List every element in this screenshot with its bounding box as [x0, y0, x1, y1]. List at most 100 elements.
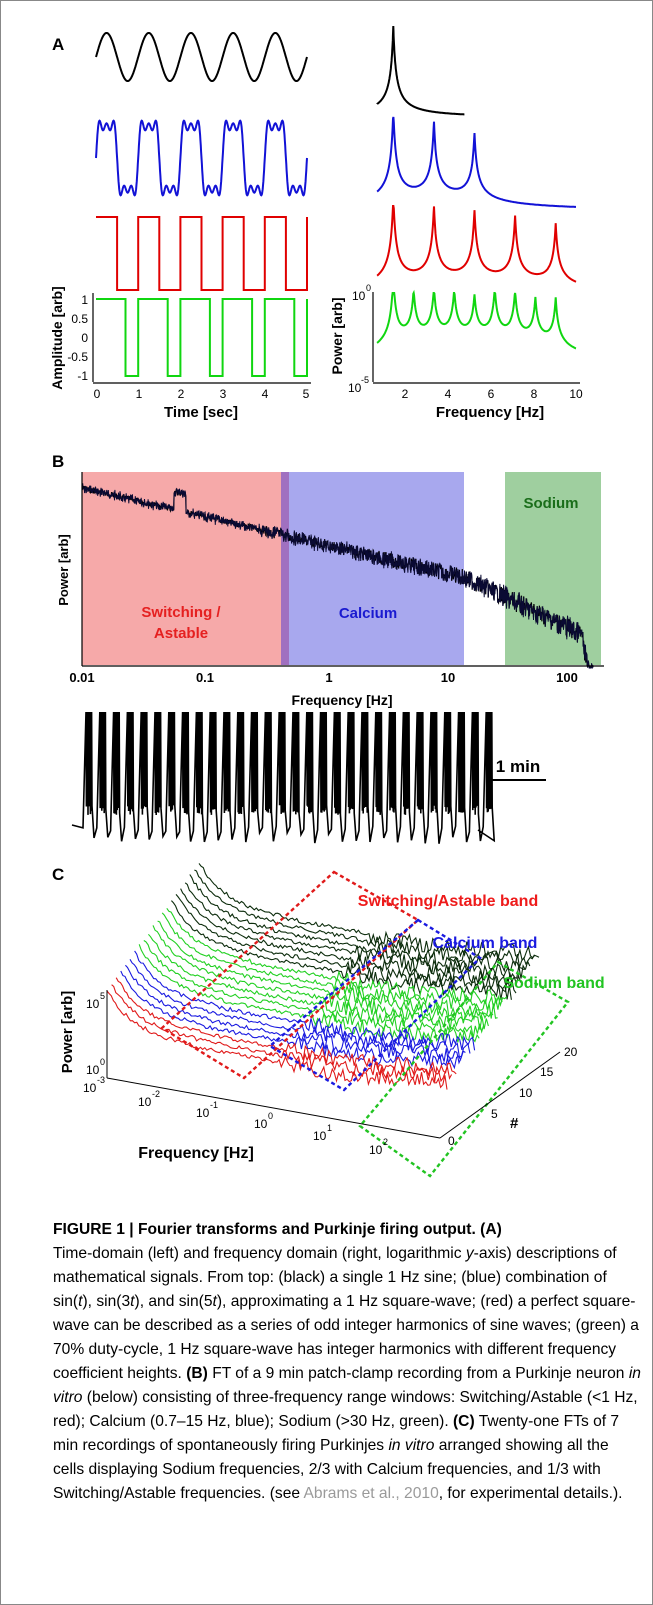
- waterfall-trace: [157, 920, 498, 1021]
- caption-a-text3: ), sin(3: [82, 1293, 131, 1310]
- c-count-label: #: [510, 1115, 519, 1132]
- time-tick: 5: [303, 387, 310, 401]
- caption-t: t: [130, 1293, 135, 1310]
- time-tick: 4: [262, 387, 269, 401]
- calcium-band-label: Calcium band: [433, 935, 538, 952]
- power-ticks: 10 0 10 -5: [348, 283, 371, 395]
- b-freq-tick: 1: [325, 670, 332, 685]
- red-spectrum: [376, 205, 577, 283]
- caption-a-text4: ), and sin(5: [134, 1293, 213, 1310]
- switching-label-2: Astable: [154, 625, 208, 642]
- amp-tick: 1: [81, 293, 88, 307]
- caption-in-vitro: in vitro: [388, 1437, 435, 1454]
- caption-y: y: [465, 1245, 474, 1262]
- waterfall-trace: [147, 933, 489, 1030]
- panel-b-label: B: [52, 452, 64, 471]
- waterfall-trace: [143, 940, 485, 1039]
- waterfall-trace: [125, 964, 466, 1065]
- c-frequency-axis: [106, 1077, 441, 1139]
- scale-bar-label: 1 min: [496, 757, 540, 776]
- freq-tick: 4: [445, 387, 452, 401]
- freq-tick: 6: [488, 387, 495, 401]
- c-freq-tick: 10: [83, 1081, 97, 1095]
- black-sine-trace: [95, 32, 308, 82]
- freq-tick: 8: [531, 387, 538, 401]
- power-axis-label: Power [arb]: [329, 297, 345, 374]
- amp-tick: -1: [77, 369, 88, 383]
- c-count-tick: 15: [540, 1065, 554, 1079]
- waterfall-trace: [138, 944, 480, 1043]
- waterfall-trace: [184, 882, 526, 981]
- time-ticks: 0 1 2 3 4 5: [94, 387, 310, 401]
- c-frequency-label: Frequency [Hz]: [138, 1145, 254, 1162]
- b-frequency-label: Frequency [Hz]: [291, 692, 392, 708]
- frequency-axis-label: Frequency [Hz]: [436, 404, 544, 421]
- green-spectrum: [376, 289, 577, 350]
- green-duty-cycle-trace: [96, 298, 308, 377]
- waterfall-trace: [175, 894, 517, 994]
- caption-b-text: FT of a 9 min patch-clamp recording from…: [207, 1365, 629, 1382]
- c-count-ticks: 0 5 10 15 20: [448, 1045, 578, 1148]
- time-tick: 1: [136, 387, 143, 401]
- b-freq-tick: 10: [441, 670, 455, 685]
- waterfall-trace: [189, 874, 531, 973]
- sodium-band-box: [358, 960, 570, 1178]
- switching-band-box: [160, 870, 421, 1080]
- c-power-tick-exp: 0: [100, 1057, 105, 1067]
- caption-t: t: [78, 1293, 83, 1310]
- c-count-tick: 10: [519, 1086, 533, 1100]
- amp-tick: 0: [81, 331, 88, 345]
- black-spectrum: [376, 26, 465, 116]
- figure-caption: FIGURE 1 | Fourier transforms and Purkin…: [53, 1218, 643, 1506]
- power-bottom-tick: 10: [348, 381, 362, 395]
- amp-tick: 0.5: [71, 312, 88, 326]
- panel-c-label: C: [52, 865, 64, 884]
- caption-c-text2: arranged showing all the cells displayin…: [53, 1437, 609, 1502]
- waterfall-spectra: [106, 863, 540, 1090]
- b-freq-tick: 0.01: [69, 670, 94, 685]
- power-bottom-exp: -5: [361, 375, 369, 385]
- caption-c-text: Twenty-one FTs of 7 min recordings of sp…: [53, 1413, 620, 1454]
- waterfall-trace: [180, 888, 522, 988]
- amplitude-axis-label: Amplitude [arb]: [49, 286, 65, 389]
- c-count-axis: [439, 1051, 561, 1139]
- waterfall-trace: [198, 863, 540, 961]
- b-freq-tick: 100: [556, 670, 578, 685]
- freq-tick: 10: [569, 387, 583, 401]
- reference-link[interactable]: Abrams et al., 2010: [303, 1485, 439, 1502]
- c-power-ticks: 10 5 10 0: [86, 991, 105, 1077]
- b-freq-tick: 0.1: [196, 670, 214, 685]
- sodium-band-label: Sodium band: [503, 975, 604, 992]
- switching-band-label: Switching/Astable band: [358, 893, 538, 910]
- amplitude-ticks: 1 0.5 0 -0.5 -1: [67, 293, 88, 383]
- blue-spectrum: [376, 116, 576, 208]
- switching-band: [82, 472, 281, 665]
- c-freq-tick-exp: -2: [152, 1089, 160, 1099]
- waterfall-trace: [120, 970, 462, 1070]
- caption-a-text2: -axis) descriptions of mathematical sign…: [53, 1245, 617, 1310]
- purkinje-spectrum-noise: [81, 483, 594, 669]
- frequency-ticks: 2 4 6 8 10: [402, 387, 583, 401]
- c-freq-tick: 10: [254, 1117, 268, 1131]
- waterfall-trace: [129, 959, 471, 1059]
- waterfall-trace: [161, 912, 503, 1011]
- time-tick: 0: [94, 387, 101, 401]
- c-freq-tick-exp: 0: [268, 1111, 273, 1121]
- panel-a-label: A: [52, 35, 64, 54]
- caption-c-label: (C): [452, 1413, 475, 1430]
- spike-train: [71, 711, 496, 844]
- sodium-band: [505, 472, 601, 665]
- freq-tick: 2: [402, 387, 409, 401]
- caption-a-text: Time-domain (left) and frequency domain …: [53, 1245, 466, 1262]
- c-freq-tick-exp: 2: [383, 1137, 388, 1147]
- c-power-tick-exp: 5: [100, 991, 105, 1001]
- caption-b-text2: (below) consisting of three-frequency ra…: [53, 1389, 638, 1430]
- spike-trace: [71, 711, 496, 844]
- waterfall-trace: [106, 990, 448, 1090]
- caption-b-label: (B): [186, 1365, 208, 1382]
- c-power-label: Power [arb]: [59, 991, 76, 1074]
- waterfall-trace: [134, 950, 476, 1051]
- waterfall-trace: [111, 984, 453, 1083]
- caption-title: FIGURE 1 | Fourier transforms and Purkin…: [53, 1221, 502, 1238]
- time-axis-label: Time [sec]: [164, 404, 238, 421]
